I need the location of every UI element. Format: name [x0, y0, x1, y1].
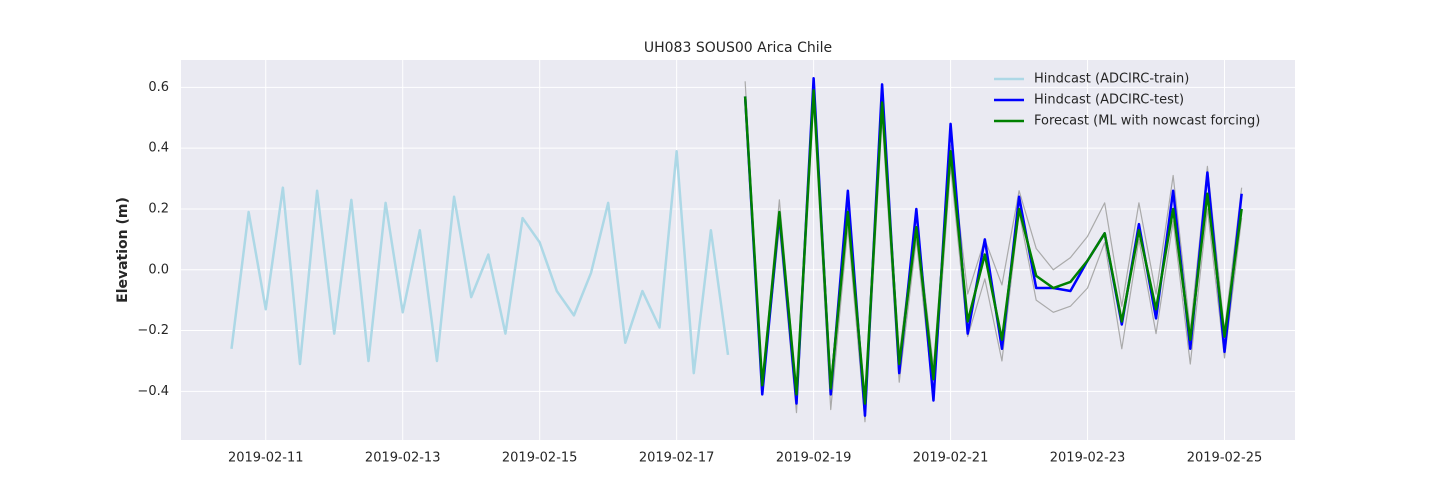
- y-tick-label: 0.6: [148, 80, 169, 95]
- x-tick-label: 2019-02-21: [913, 451, 989, 466]
- chart-title: UH083 SOUS00 Arica Chile: [644, 40, 832, 56]
- x-tick-label: 2019-02-15: [502, 451, 578, 466]
- grid: [181, 60, 1295, 440]
- y-axis-label: Elevation (m): [115, 197, 131, 303]
- legend: Hindcast (ADCIRC-train) Hindcast (ADCIRC-…: [994, 72, 1260, 129]
- y-tick-label: 0.0: [148, 262, 169, 277]
- x-tick-label: 2019-02-11: [228, 451, 304, 466]
- series-line: [230, 149, 730, 375]
- x-tick-label: 2019-02-13: [365, 451, 441, 466]
- x-tick-label: 2019-02-17: [639, 451, 715, 466]
- plot-area: [181, 60, 1295, 440]
- y-tick-label: 0.4: [148, 141, 169, 156]
- x-tick-label: 2019-02-19: [776, 451, 852, 466]
- legend-label: Hindcast (ADCIRC-train): [1034, 72, 1189, 87]
- legend-label: Hindcast (ADCIRC-test): [1034, 93, 1184, 108]
- y-tick-label: −0.2: [137, 323, 169, 338]
- series-line: [743, 89, 1243, 405]
- x-tick-label: 2019-02-25: [1187, 451, 1263, 466]
- lines: [230, 76, 1243, 423]
- y-tick-label: 0.2: [148, 201, 169, 216]
- y-tick-label: −0.4: [137, 384, 169, 399]
- x-tick-label: 2019-02-23: [1050, 451, 1126, 466]
- legend-label: Forecast (ML with nowcast forcing): [1034, 114, 1260, 129]
